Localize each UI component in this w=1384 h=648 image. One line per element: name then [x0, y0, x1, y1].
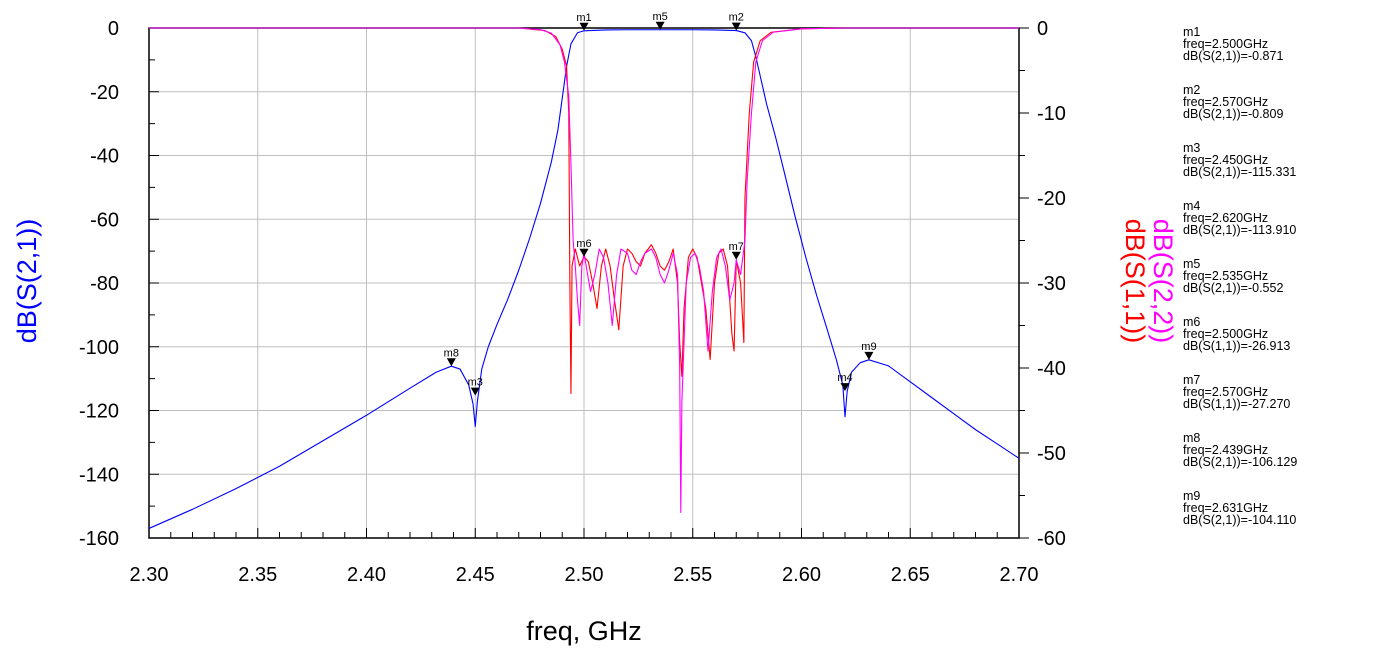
legend-m4-line: dB(S(2,1))=-113.910	[1183, 223, 1296, 237]
marker-m6-label: m6	[576, 238, 591, 250]
x-tick-label: 2.50	[565, 564, 604, 586]
series-layer	[148, 27, 1020, 529]
marker-m1-triangle	[579, 22, 589, 31]
legend-m7-line: m7	[1183, 373, 1200, 387]
legend-m1-line: freq=2.500GHz	[1183, 37, 1268, 51]
legend-m2-line: m2	[1183, 83, 1200, 97]
x-tick-label: 2.45	[456, 564, 495, 586]
marker-m4-triangle	[840, 383, 850, 392]
legend-m3-line: dB(S(2,1))=-115.331	[1183, 165, 1296, 179]
marker-m7-triangle	[731, 251, 741, 260]
y-right-tick-label: -60	[1037, 528, 1066, 550]
marker-layer: m1 m2 m3 m4 m5 m6 m7 m8 m9	[444, 11, 877, 396]
y-left-tick-label: -40	[90, 146, 119, 168]
x-tick-label: 2.30	[130, 564, 169, 586]
legend-m8-line: freq=2.439GHz	[1183, 443, 1268, 457]
marker-m1-label: m1	[576, 12, 591, 24]
x-tick-label: 2.40	[347, 564, 386, 586]
x-axis-title: freq, GHz	[526, 616, 642, 646]
tick-layer: 2.30 2.35 2.40 2.45 2.50 2.55 2.60 2.65 2.70 0 -20…	[79, 18, 1066, 586]
marker-legend: m1freq=2.500GHzdB(S(2,1))=-0.871m2freq=2…	[1183, 25, 1297, 527]
legend-m9-line: freq=2.631GHz	[1183, 501, 1268, 515]
y-left-tick-label: -100	[79, 337, 119, 359]
legend-m3-line: freq=2.450GHz	[1183, 153, 1268, 167]
marker-m8-label: m8	[444, 347, 459, 359]
legend-m5-line: freq=2.535GHz	[1183, 269, 1268, 283]
y-left-tick-label: 0	[108, 18, 119, 40]
legend-m6-line: m6	[1183, 315, 1200, 329]
marker-m2-label: m2	[729, 12, 744, 24]
legend-m1-line: m1	[1183, 25, 1200, 39]
legend-m7-line: dB(S(1,1))=-27.270	[1183, 397, 1290, 411]
legend-m9-line: m9	[1183, 489, 1200, 503]
legend-m1-line: dB(S(2,1))=-0.871	[1183, 49, 1283, 63]
y-left-tick-label: -20	[90, 82, 119, 104]
legend-m8-line: dB(S(2,1))=-106.129	[1183, 455, 1297, 469]
legend-m7-line: freq=2.570GHz	[1183, 385, 1268, 399]
legend-m6-line: dB(S(1,1))=-26.913	[1183, 339, 1290, 353]
marker-m9-label: m9	[861, 341, 876, 353]
marker-m3-label: m3	[468, 377, 483, 389]
x-tick-label: 2.65	[891, 564, 930, 586]
y-left-tick-label: -60	[90, 209, 119, 231]
marker-m5-triangle	[655, 21, 665, 30]
series-s21-line	[148, 29, 1020, 529]
y-right-tick-label: -30	[1037, 273, 1066, 295]
y-axis-right-title-s22: dB(S(2,2))	[1148, 219, 1178, 344]
series-s22-line	[149, 27, 1019, 514]
x-tick-label: 2.55	[673, 564, 712, 586]
legend-m6-line: freq=2.500GHz	[1183, 327, 1268, 341]
x-tick-label: 2.70	[1000, 564, 1039, 586]
y-axis-right-title-s11: dB(S(1,1))	[1120, 219, 1150, 344]
legend-m9-line: dB(S(2,1))=-104.110	[1183, 513, 1296, 527]
marker-m5-label: m5	[652, 11, 667, 23]
marker-m7-label: m7	[729, 241, 744, 253]
marker-m3-triangle	[470, 387, 480, 396]
y-left-tick-label: -80	[90, 273, 119, 295]
y-right-tick-label: -10	[1037, 103, 1066, 125]
legend-m2-line: freq=2.570GHz	[1183, 95, 1268, 109]
legend-m8-line: m8	[1183, 431, 1200, 445]
marker-m2-triangle	[731, 22, 741, 31]
y-axis-left-title: dB(S(2,1))	[12, 219, 42, 344]
x-tick-label: 2.35	[238, 564, 277, 586]
x-tick-label: 2.60	[782, 564, 821, 586]
legend-m4-line: freq=2.620GHz	[1183, 211, 1268, 225]
legend-m2-line: dB(S(2,1))=-0.809	[1183, 107, 1283, 121]
y-left-tick-label: -140	[79, 464, 119, 486]
y-right-tick-label: -20	[1037, 188, 1066, 210]
grid-layer	[149, 28, 1019, 538]
y-right-tick-label: 0	[1037, 18, 1048, 40]
marker-m9-triangle	[864, 351, 874, 360]
marker-m6-triangle	[579, 248, 589, 257]
legend-m4-line: m4	[1183, 199, 1200, 213]
y-right-tick-label: -50	[1037, 443, 1066, 465]
y-right-tick-label: -40	[1037, 358, 1066, 380]
marker-m8-triangle	[446, 358, 456, 367]
y-left-tick-label: -160	[79, 528, 119, 550]
y-left-tick-label: -120	[79, 401, 119, 423]
legend-m5-line: dB(S(2,1))=-0.552	[1183, 281, 1283, 295]
legend-m3-line: m3	[1183, 141, 1200, 155]
legend-m5-line: m5	[1183, 257, 1200, 271]
marker-m4-label: m4	[837, 372, 852, 384]
